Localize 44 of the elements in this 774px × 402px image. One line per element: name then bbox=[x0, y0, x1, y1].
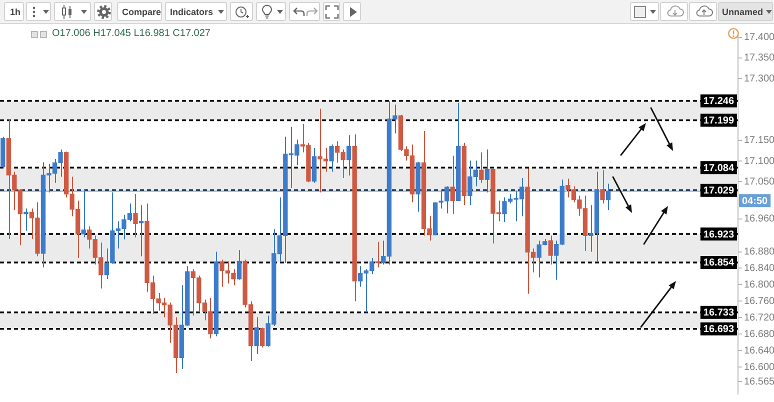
candlestick bbox=[133, 194, 138, 238]
candlestick bbox=[260, 327, 265, 348]
button: 1h bbox=[4, 2, 24, 21]
y-tick-label: 17.300 bbox=[744, 73, 774, 84]
ref-line-label: 17.246 bbox=[703, 96, 734, 108]
candlestick bbox=[479, 152, 484, 184]
y-tick-label: 17.150 bbox=[744, 135, 774, 146]
ref-line-label: 16.693 bbox=[703, 324, 734, 336]
candlestick bbox=[81, 189, 86, 238]
y-tick-label: 16.800 bbox=[744, 279, 774, 290]
candlestick bbox=[548, 235, 553, 266]
y-tick-label: 16.600 bbox=[744, 362, 774, 373]
button: Indicators bbox=[165, 2, 227, 21]
y-tick-label: 17.050 bbox=[744, 176, 774, 188]
button: Unnamed bbox=[718, 2, 773, 21]
candlestick bbox=[450, 155, 455, 214]
candlestick bbox=[329, 144, 334, 172]
candlestick bbox=[254, 316, 259, 355]
candlestick bbox=[484, 149, 490, 193]
y-tick-label: 17.100 bbox=[744, 156, 774, 167]
candlestick bbox=[346, 134, 352, 176]
ref-line-label: 16.923 bbox=[703, 229, 734, 240]
y-tick-label: 16.760 bbox=[744, 296, 774, 307]
ref-line-label: 17.199 bbox=[703, 115, 734, 126]
y-tick-label: 16.840 bbox=[744, 263, 774, 274]
y-tick-label: 16.565 bbox=[744, 376, 774, 388]
y-tick-label: 16.680 bbox=[744, 328, 774, 340]
ref-line-label: 17.084 bbox=[703, 162, 734, 174]
ref-line-label: 16.733 bbox=[703, 308, 734, 319]
candlestick bbox=[606, 183, 611, 211]
text: 04:50 bbox=[742, 196, 768, 207]
y-tick-label: 16.640 bbox=[744, 345, 774, 356]
y-tick-label: 17.400 bbox=[744, 32, 774, 44]
ref-line-label: 17.029 bbox=[703, 186, 734, 197]
candlestick bbox=[600, 170, 605, 204]
button: Compare bbox=[117, 2, 162, 21]
candlestick bbox=[24, 208, 28, 232]
y-tick-label: 16.960 bbox=[744, 214, 774, 225]
chart-subtitle: O17.006 H17.045 L16.981 C17.027 bbox=[52, 28, 210, 40]
ref-line-label: 16.854 bbox=[703, 258, 734, 269]
candlestick bbox=[236, 250, 242, 280]
y-tick-label: 17.350 bbox=[744, 52, 774, 64]
y-tick-label: 16.880 bbox=[744, 246, 774, 258]
y-tick-label: 16.720 bbox=[744, 312, 774, 324]
